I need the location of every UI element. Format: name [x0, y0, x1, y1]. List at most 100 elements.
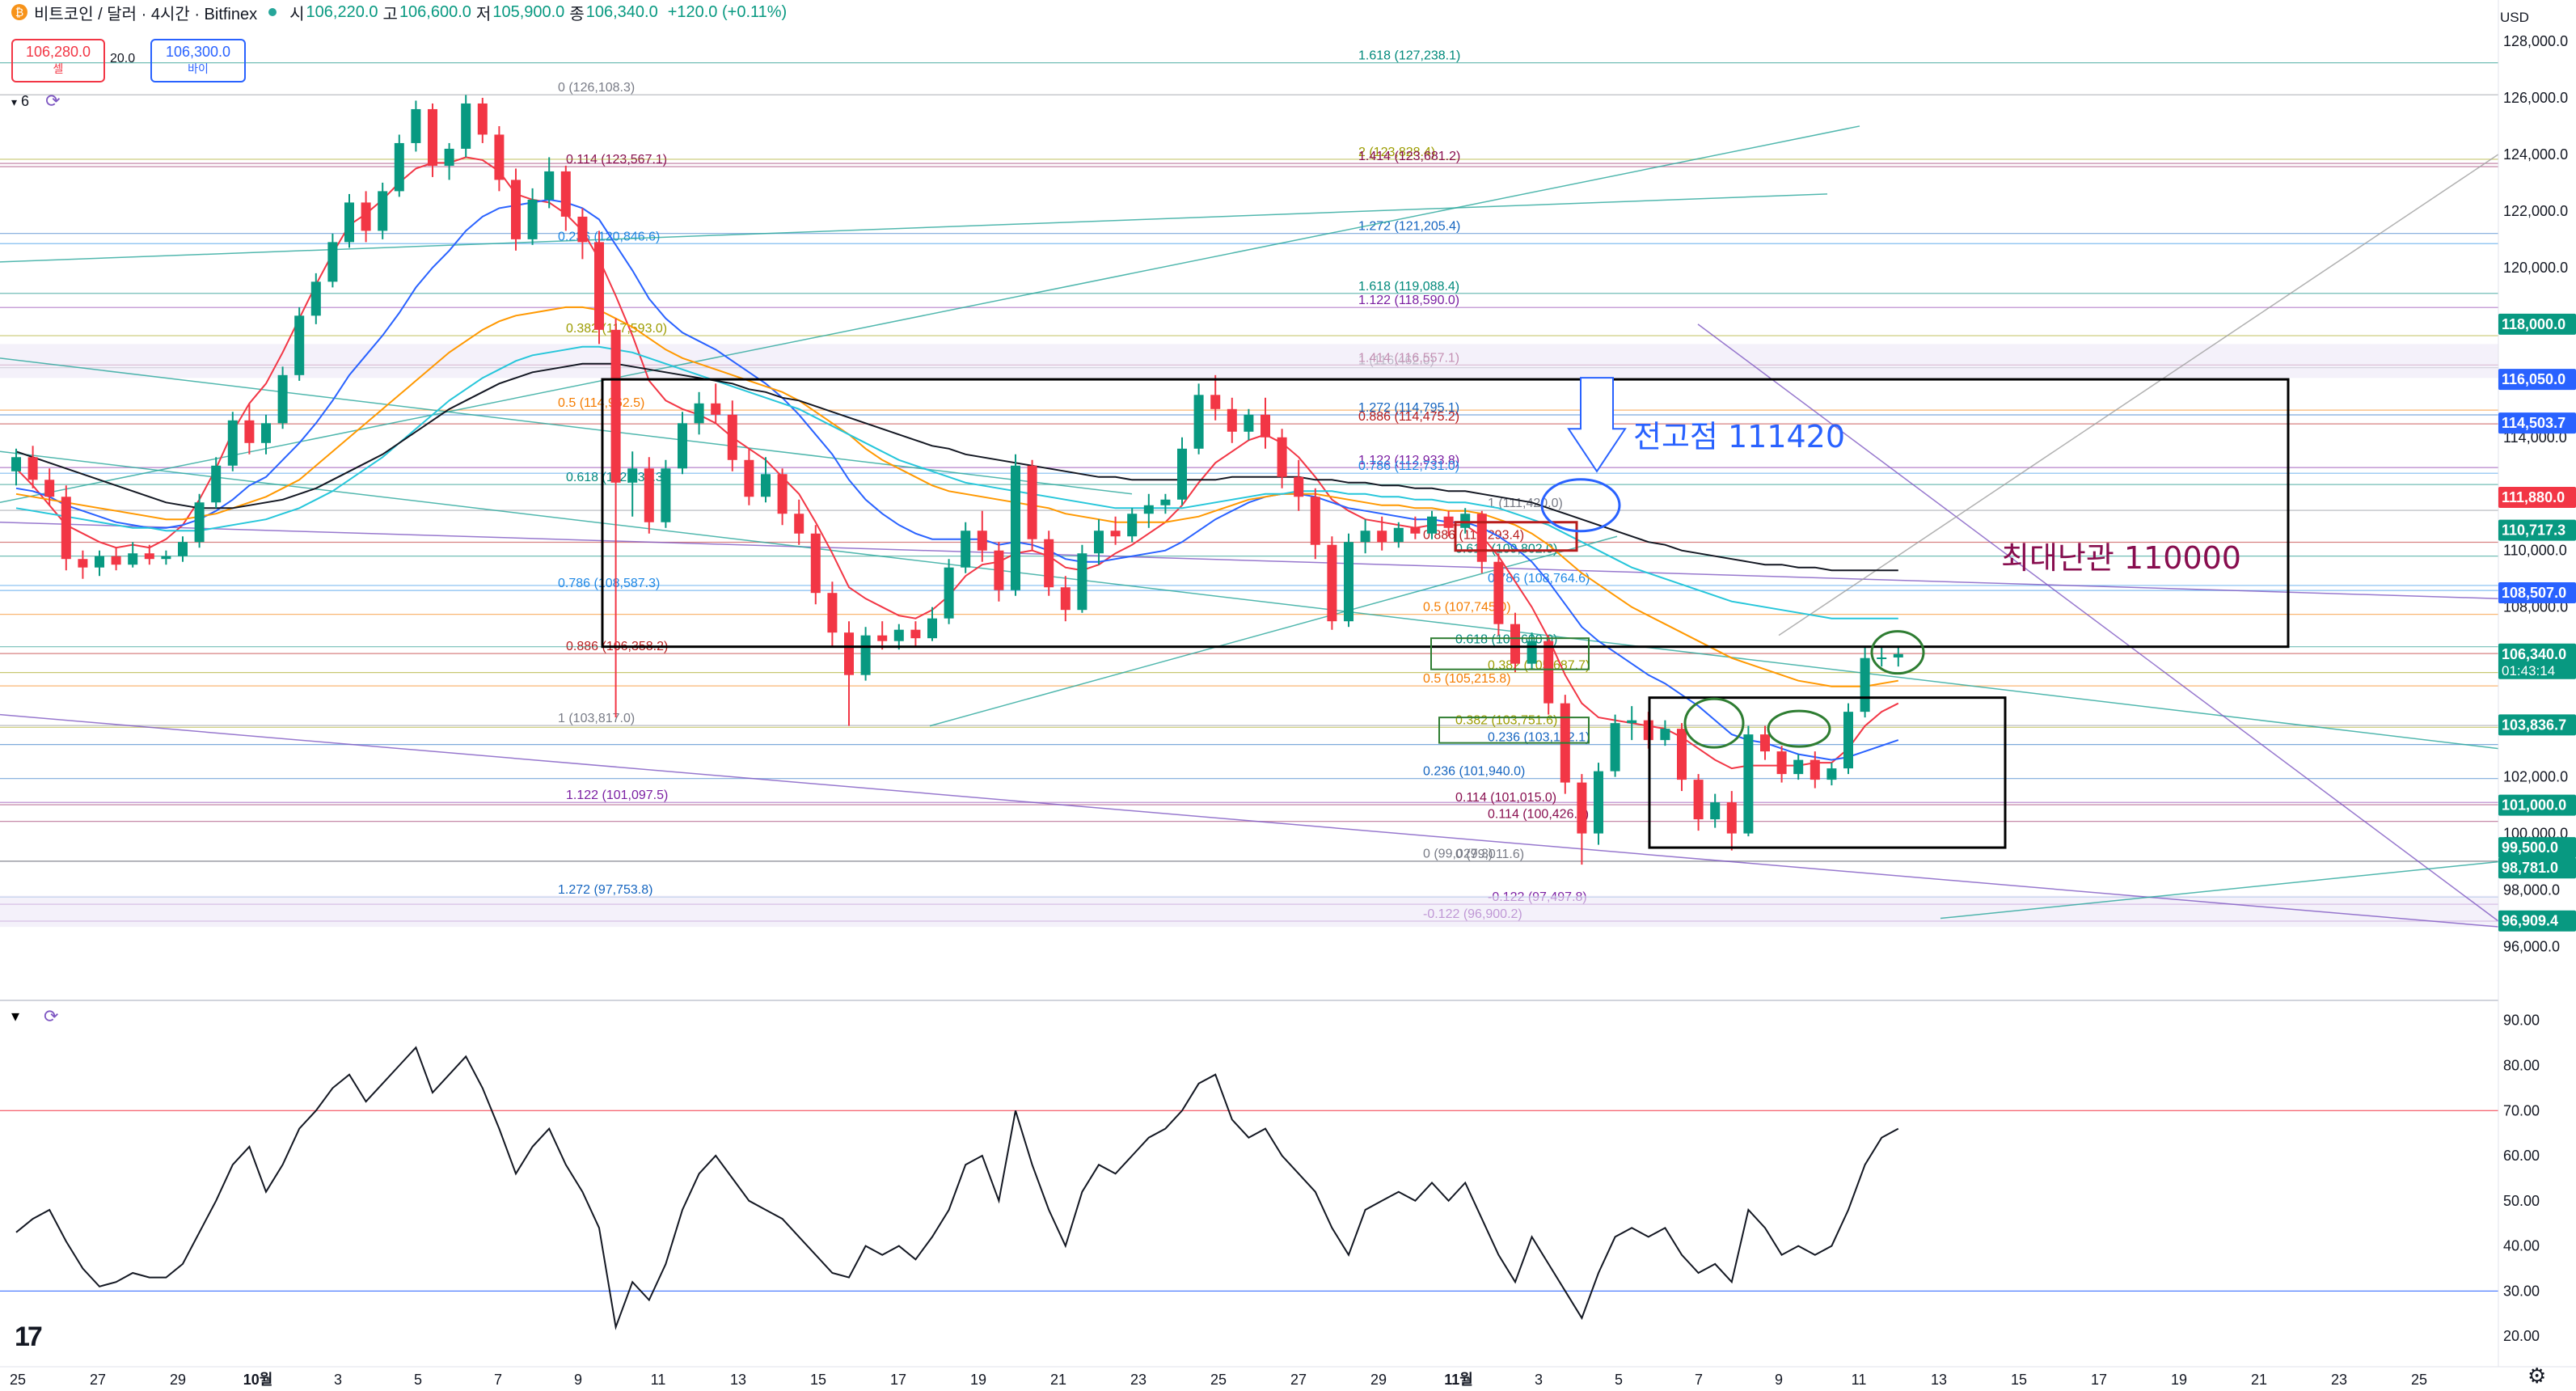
candle-body	[844, 632, 854, 675]
candle-body	[428, 108, 437, 166]
market-status-icon	[268, 8, 277, 16]
fib-level-label: 1.122 (112,933.8)	[1358, 454, 1459, 467]
fib-level-label: 1.122 (101,097.5)	[566, 789, 668, 802]
candle-body	[178, 542, 188, 556]
time-tick-label: 21	[1050, 1372, 1066, 1388]
ohlc-open-value: 106,220.0	[306, 2, 378, 21]
candle-body	[961, 531, 971, 568]
price-tag	[2498, 486, 2576, 508]
candle-body	[1843, 712, 1853, 769]
candle-body	[893, 629, 904, 641]
candle-body	[827, 593, 838, 633]
time-tick-label: 17	[890, 1372, 906, 1388]
chevron-down-icon[interactable]: ▾	[11, 1008, 20, 1025]
symbol-title[interactable]: 비트코인 / 달러 · 4시간 · Bitfinex	[34, 5, 258, 23]
fib-level-label: 0.618 (109,802.0)	[1455, 543, 1557, 556]
price-tag	[2498, 581, 2576, 603]
fib-level-label: 0 (99,011.6)	[1455, 848, 1524, 861]
trend-line	[0, 713, 2499, 928]
candle-body	[461, 103, 471, 149]
candle-body	[1110, 531, 1121, 537]
candle-body	[378, 191, 388, 231]
rsi-tick-label: 60.00	[2503, 1148, 2540, 1164]
candle-body	[727, 414, 737, 460]
chevron-down-icon[interactable]: ▾	[11, 95, 18, 108]
currency-label[interactable]: USD	[2500, 10, 2529, 25]
price-tag	[2498, 857, 2576, 879]
candle-body	[711, 403, 721, 415]
buy-button[interactable]: 106,300.0 바이	[150, 39, 246, 82]
moving-average-line	[15, 362, 1898, 572]
annotation-text: 전고점 111420	[1633, 419, 1845, 455]
price-tick-label: 122,000.0	[2503, 203, 2568, 219]
time-tick-label: 29	[170, 1372, 186, 1388]
price-tick-label: 120,000.0	[2503, 260, 2568, 276]
fib-level-label: 0.786 (108,587.3)	[558, 577, 660, 590]
rsi-tick-label: 20.00	[2503, 1328, 2540, 1344]
fib-level-label: 0.5 (107,745.0)	[1423, 601, 1511, 615]
candle-body	[777, 474, 788, 514]
price-tick-label: 110,000.0	[2503, 543, 2567, 559]
refresh-icon[interactable]: ⟳	[45, 91, 61, 111]
highlight-circle	[1683, 697, 1745, 749]
time-tick-label: 7	[494, 1372, 502, 1388]
indicator-toggle[interactable]: ▾ 6 ⟳	[11, 91, 61, 112]
tradingview-logo[interactable]: 17	[15, 1321, 43, 1352]
candle-body	[1377, 531, 1387, 543]
price-tag	[2498, 369, 2576, 391]
candle-body	[744, 459, 754, 497]
rsi-tick-label: 80.00	[2503, 1058, 2540, 1074]
time-tick-label: 10월	[243, 1372, 273, 1388]
candle-body	[544, 171, 555, 200]
fib-level-label: 1.122 (118,590.0)	[1358, 294, 1459, 307]
candle-body	[394, 142, 404, 192]
candle-body	[327, 242, 338, 282]
candle-body	[1261, 414, 1270, 438]
price-tag	[2498, 412, 2576, 434]
candle-body	[610, 329, 621, 483]
moving-average-line	[15, 198, 1899, 761]
candle-body	[1660, 729, 1670, 741]
price-tag	[2498, 910, 2576, 932]
fib-level-label: 1.618 (127,238.1)	[1358, 49, 1460, 63]
time-tick-label: 25	[10, 1372, 26, 1388]
candle-body	[1493, 561, 1504, 624]
fib-level-label: 0.382 (103,751.6)	[1455, 713, 1557, 727]
trend-line	[1940, 860, 2499, 920]
buy-label: 바이	[188, 62, 209, 75]
candle-body	[411, 108, 421, 143]
candle-body	[1793, 759, 1804, 775]
candle-body	[511, 180, 521, 239]
trend-line	[0, 521, 2499, 599]
time-tick-label: 13	[730, 1372, 746, 1388]
gear-icon[interactable]: ⚙	[2527, 1364, 2547, 1388]
range-box	[1648, 696, 2007, 849]
price-tick-label: 98,000.0	[2503, 882, 2560, 898]
ohlc-high-label: 고	[382, 5, 398, 23]
sell-button[interactable]: 106,280.0 셀	[11, 39, 105, 82]
ohlc-close-value: 106,340.0	[585, 2, 658, 21]
candle-body	[1410, 527, 1421, 534]
trend-line	[0, 125, 1860, 503]
fib-level-label: 0.114 (123,567.1)	[566, 153, 667, 167]
candle-body	[1693, 780, 1704, 820]
candle-body	[161, 556, 171, 560]
candle-body	[444, 148, 454, 166]
rsi-indicator-header: ▾ ⟳	[11, 1006, 58, 1027]
rsi-tick-label: 90.00	[2503, 1013, 2540, 1029]
candle-body	[1310, 497, 1320, 545]
highlight-band	[0, 895, 2498, 928]
time-tick-label: 13	[1931, 1372, 1947, 1388]
candle-body	[810, 533, 821, 594]
fib-level-label: 0 (126,108.3)	[558, 81, 635, 95]
candle-body	[1327, 544, 1337, 622]
candle-body	[244, 420, 255, 443]
rsi-tick-label: 30.00	[2503, 1283, 2540, 1299]
candle-body	[627, 468, 638, 483]
range-box	[601, 378, 2290, 649]
candle-body	[944, 567, 954, 619]
time-tick-label: 15	[810, 1372, 826, 1388]
refresh-icon[interactable]: ⟳	[44, 1006, 59, 1026]
